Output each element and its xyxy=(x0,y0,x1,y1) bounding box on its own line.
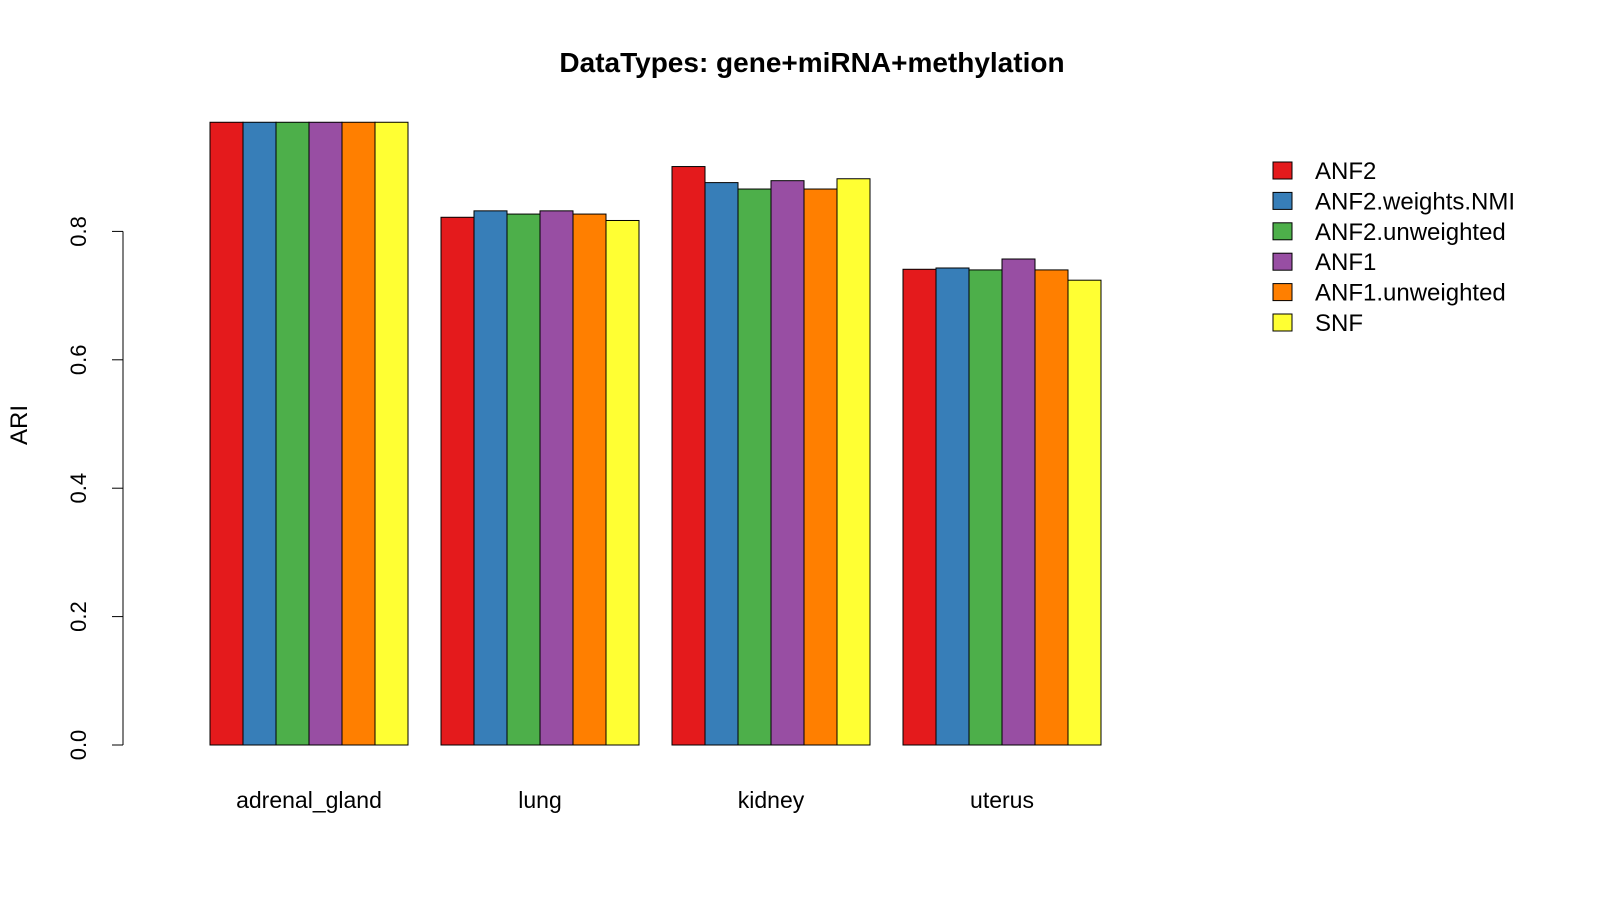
bar xyxy=(374,121,409,746)
bar xyxy=(209,121,244,746)
bar xyxy=(737,188,772,746)
y-axis-label: ARI xyxy=(6,405,33,445)
y-axis: 0.0 0.2 0.4 0.6 0.8 xyxy=(66,216,124,761)
x-axis-labels: adrenal_gland lung kidney uterus xyxy=(236,787,1034,813)
legend-label: ANF2.unweighted xyxy=(1315,219,1506,246)
y-tick-label: 0.8 xyxy=(66,216,91,247)
bar xyxy=(440,216,475,746)
legend-swatch xyxy=(1272,161,1293,180)
bar xyxy=(803,188,838,746)
legend-swatch xyxy=(1272,283,1293,302)
bar xyxy=(1034,269,1069,746)
legend-swatch xyxy=(1272,252,1293,271)
bar xyxy=(539,210,574,746)
bar xyxy=(770,180,805,746)
legend-label: ANF1 xyxy=(1315,249,1376,276)
legend-label: ANF2 xyxy=(1315,158,1376,185)
y-tick-label: 0.2 xyxy=(66,601,91,632)
bar xyxy=(1001,258,1036,746)
y-tick-label: 0.0 xyxy=(66,730,91,761)
chart-title: DataTypes: gene+miRNA+methylation xyxy=(559,47,1064,78)
legend-label: ANF1.unweighted xyxy=(1315,280,1506,307)
legend-swatch xyxy=(1272,313,1293,332)
x-category-label: uterus xyxy=(970,787,1034,813)
legend-label: SNF xyxy=(1315,310,1363,337)
bar xyxy=(308,121,343,746)
bar xyxy=(836,178,871,746)
legend-label: ANF2.weights.NMI xyxy=(1315,188,1515,215)
bar xyxy=(605,219,640,746)
bar xyxy=(671,166,706,746)
legend-swatch xyxy=(1272,191,1293,210)
y-tick-label: 0.4 xyxy=(66,473,91,504)
bar xyxy=(935,267,970,746)
bar xyxy=(902,268,937,746)
y-tick-label: 0.6 xyxy=(66,345,91,376)
bar xyxy=(968,269,1003,746)
x-category-label: adrenal_gland xyxy=(236,787,382,813)
bar xyxy=(506,213,541,746)
bar xyxy=(275,121,310,746)
bar xyxy=(572,213,607,746)
bars-group xyxy=(209,121,1102,746)
bar xyxy=(242,121,277,746)
bar xyxy=(341,121,376,746)
legend-swatch xyxy=(1272,222,1293,241)
bar xyxy=(1067,279,1102,746)
x-category-label: kidney xyxy=(738,787,805,813)
bar xyxy=(473,210,508,746)
x-category-label: lung xyxy=(518,787,561,813)
legend: ANF2 ANF2.weights.NMI ANF2.unweighted ANF1 A… xyxy=(1272,158,1515,337)
bar xyxy=(704,182,739,746)
